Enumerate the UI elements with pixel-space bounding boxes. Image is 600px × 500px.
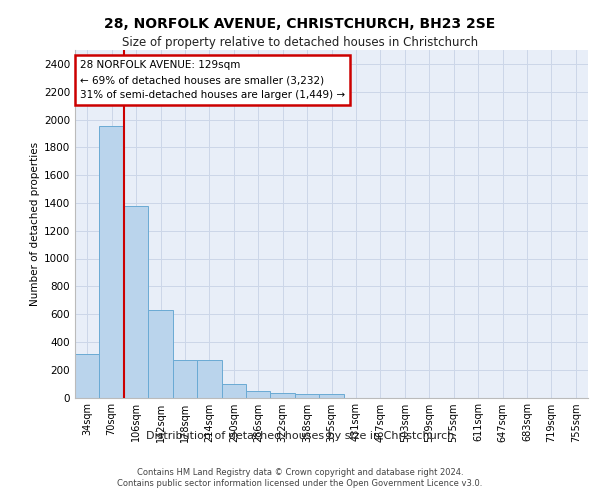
Bar [295,394,319,398]
Text: Distribution of detached houses by size in Christchurch: Distribution of detached houses by size … [146,431,454,441]
Y-axis label: Number of detached properties: Number of detached properties [30,142,40,306]
Bar [75,354,100,398]
Bar [148,310,173,398]
Bar [173,360,197,398]
Text: Contains HM Land Registry data © Crown copyright and database right 2024.
Contai: Contains HM Land Registry data © Crown c… [118,468,482,487]
Bar [221,384,246,398]
Text: 28 NORFOLK AVENUE: 129sqm
← 69% of detached houses are smaller (3,232)
31% of se: 28 NORFOLK AVENUE: 129sqm ← 69% of detac… [80,60,345,100]
Text: 28, NORFOLK AVENUE, CHRISTCHURCH, BH23 2SE: 28, NORFOLK AVENUE, CHRISTCHURCH, BH23 2… [104,18,496,32]
Text: Size of property relative to detached houses in Christchurch: Size of property relative to detached ho… [122,36,478,49]
Bar [319,394,344,398]
Bar [197,360,221,398]
Bar [100,126,124,398]
Bar [124,206,148,398]
Bar [246,391,271,398]
Bar [271,392,295,398]
